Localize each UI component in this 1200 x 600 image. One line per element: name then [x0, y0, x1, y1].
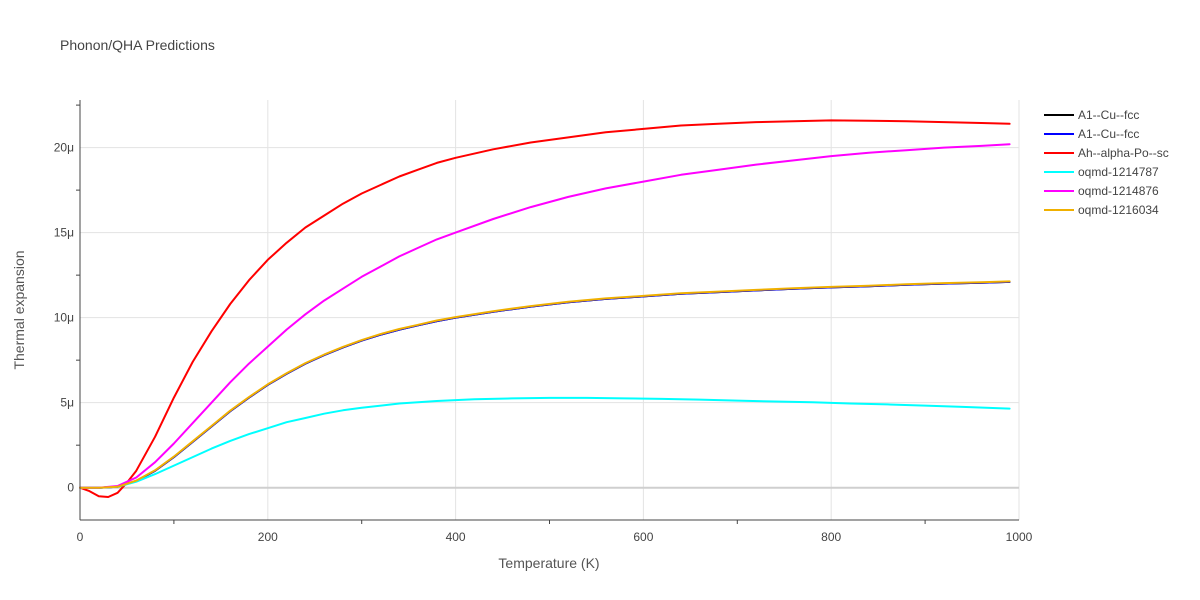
legend-item[interactable]: oqmd-1214876	[1044, 184, 1159, 198]
chart-title: Phonon/QHA Predictions	[60, 37, 215, 53]
y-tick-label: 10μ	[54, 311, 74, 325]
legend-label: Ah--alpha-Po--sc	[1078, 146, 1169, 160]
x-tick-label: 200	[258, 530, 278, 544]
x-tick-label: 400	[446, 530, 466, 544]
x-tick-label: 1000	[1006, 530, 1033, 544]
series-line-4[interactable]	[79, 143, 1011, 489]
legend-item[interactable]: oqmd-1216034	[1044, 203, 1159, 217]
x-axis-title: Temperature (K)	[498, 555, 599, 571]
legend-item[interactable]: A1--Cu--fcc	[1044, 108, 1139, 122]
legend-item[interactable]: A1--Cu--fcc	[1044, 127, 1139, 141]
y-tick-label: 15μ	[54, 226, 74, 240]
axes: 0 200 400 600 800 1000 0 5μ 10μ 15μ 20μ	[54, 100, 1033, 544]
grid	[80, 100, 1020, 520]
legend-label: oqmd-1216034	[1078, 203, 1159, 217]
series-line-2[interactable]	[79, 119, 1011, 498]
y-tick-label: 5μ	[60, 396, 74, 410]
legend-label: A1--Cu--fcc	[1078, 108, 1139, 122]
x-tick-label: 600	[633, 530, 653, 544]
legend-item[interactable]: oqmd-1214787	[1044, 165, 1159, 179]
x-tick-label: 800	[821, 530, 841, 544]
series-line-1[interactable]	[79, 280, 1011, 489]
legend-label: A1--Cu--fcc	[1078, 127, 1139, 141]
series-line-0[interactable]	[79, 280, 1011, 489]
y-axis-title: Thermal expansion	[11, 250, 27, 369]
series-layer	[79, 119, 1011, 498]
legend-label: oqmd-1214876	[1078, 184, 1159, 198]
legend[interactable]: A1--Cu--fcc A1--Cu--fcc Ah--alpha-Po--sc oq…	[1044, 108, 1169, 217]
y-tick-label: 20μ	[54, 141, 74, 155]
legend-label: oqmd-1214787	[1078, 165, 1159, 179]
series-line-3[interactable]	[79, 396, 1011, 489]
legend-item[interactable]: Ah--alpha-Po--sc	[1044, 146, 1169, 160]
series-line-5[interactable]	[79, 280, 1011, 489]
y-tick-label: 0	[67, 481, 74, 495]
x-tick-label: 0	[77, 530, 84, 544]
